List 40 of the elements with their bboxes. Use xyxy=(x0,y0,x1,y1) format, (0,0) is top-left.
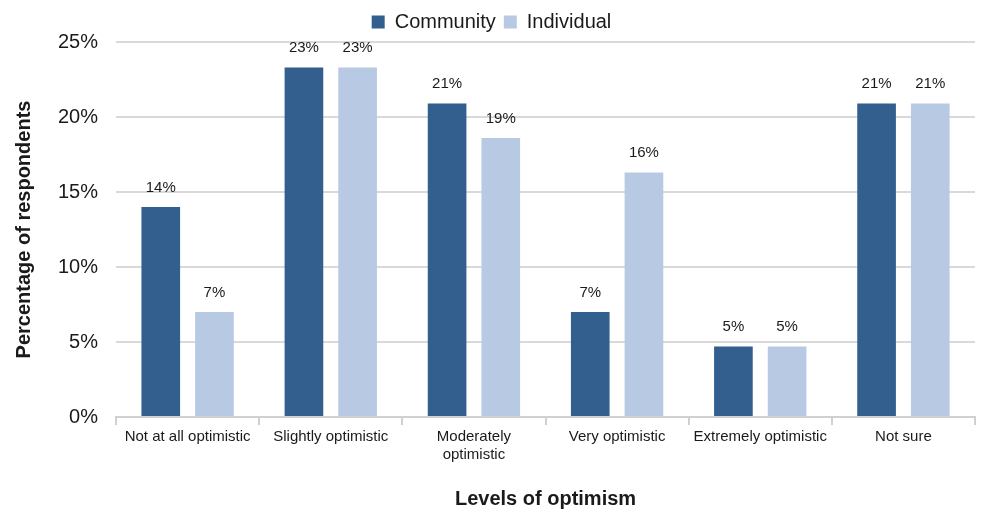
data-label: 21% xyxy=(432,74,463,92)
y-tick-label: 20% xyxy=(58,104,99,127)
x-tick-label: Extremely optimistic xyxy=(693,427,828,445)
x-tick-label: Not at all optimistic xyxy=(124,427,252,445)
data-label: 21% xyxy=(861,74,892,92)
bar xyxy=(767,346,807,416)
data-label: 19% xyxy=(485,108,516,126)
data-label: 23% xyxy=(342,38,373,56)
bar xyxy=(910,103,950,416)
y-tick-label: 15% xyxy=(58,179,99,202)
bar xyxy=(427,103,467,416)
legend-label: Community xyxy=(394,9,496,32)
x-tick-label: Slightly optimistic xyxy=(273,427,389,445)
data-label: 5% xyxy=(722,317,745,335)
bar xyxy=(338,67,377,416)
bar xyxy=(141,207,181,416)
data-label: 14% xyxy=(145,177,176,195)
data-label: 7% xyxy=(203,282,226,300)
bar xyxy=(195,312,234,416)
bar xyxy=(481,138,521,416)
bar xyxy=(857,103,896,416)
x-tick-label: Very optimistic xyxy=(568,427,666,445)
y-tick-label: 5% xyxy=(69,329,99,352)
x-tick-label: Not sure xyxy=(875,427,932,445)
bar xyxy=(284,67,324,416)
y-axis-title: Percentage of respondents xyxy=(11,100,34,359)
bar xyxy=(570,312,610,416)
bar xyxy=(714,346,753,416)
bar xyxy=(624,172,664,416)
data-label: 16% xyxy=(628,143,659,161)
y-tick-label: 0% xyxy=(69,404,99,427)
data-label: 21% xyxy=(915,74,946,92)
legend-label: Individual xyxy=(526,9,612,32)
data-label: 5% xyxy=(776,317,798,335)
x-axis-title: Levels of optimism xyxy=(454,486,637,509)
y-tick-label: 25% xyxy=(58,29,99,52)
data-label: 7% xyxy=(579,282,602,300)
x-tick-label: Moderately optimistic xyxy=(436,427,512,463)
data-label: 23% xyxy=(288,38,319,56)
y-tick-label: 10% xyxy=(58,254,99,277)
